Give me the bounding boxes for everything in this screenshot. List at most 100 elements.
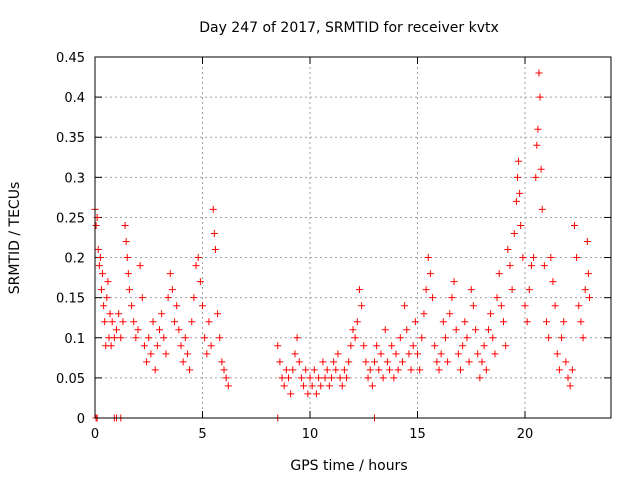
- data-point: [149, 318, 157, 326]
- data-point: [153, 342, 161, 350]
- data-point: [173, 302, 181, 310]
- data-point: [457, 366, 464, 374]
- chart-title: Day 247 of 2017, SRMTID for receiver kvt…: [199, 20, 499, 36]
- data-point: [179, 358, 187, 366]
- data-point: [480, 342, 488, 350]
- data-point: [201, 334, 209, 342]
- data-point: [94, 246, 102, 254]
- data-point: [171, 318, 179, 326]
- data-point: [332, 366, 340, 374]
- data-point: [345, 358, 353, 366]
- data-point: [113, 326, 120, 334]
- data-point: [527, 262, 535, 270]
- data-point: [274, 342, 282, 350]
- data-point: [493, 294, 501, 302]
- data-point: [536, 93, 544, 101]
- data-point: [545, 334, 553, 342]
- data-point: [100, 302, 108, 310]
- data-point: [218, 358, 226, 366]
- data-point: [168, 286, 176, 294]
- y-tick-label: 0.35: [56, 131, 85, 146]
- data-point: [394, 366, 402, 374]
- data-point: [441, 334, 449, 342]
- data-point: [175, 326, 183, 334]
- data-point: [360, 342, 368, 350]
- data-point: [317, 382, 325, 390]
- data-point: [323, 366, 331, 374]
- data-point: [407, 366, 415, 374]
- data-point: [465, 358, 473, 366]
- data-point: [194, 254, 202, 262]
- data-point: [418, 334, 426, 342]
- data-point: [282, 366, 290, 374]
- data-point: [386, 366, 394, 374]
- data-point: [547, 254, 555, 262]
- data-point: [532, 173, 540, 181]
- data-point: [452, 326, 460, 334]
- data-point: [325, 382, 333, 390]
- data-point: [302, 366, 310, 374]
- data-point: [513, 173, 521, 181]
- x-tick-label: 20: [517, 427, 534, 442]
- data-point: [107, 342, 115, 350]
- data-point: [500, 318, 507, 326]
- data-point: [575, 302, 583, 310]
- data-point: [140, 342, 148, 350]
- data-point: [321, 374, 329, 382]
- data-point: [467, 286, 475, 294]
- data-point: [108, 318, 116, 326]
- data-point: [553, 350, 561, 358]
- data-point: [216, 334, 224, 342]
- data-point: [512, 197, 520, 205]
- data-point: [558, 334, 566, 342]
- data-point: [353, 318, 361, 326]
- data-point: [115, 310, 123, 318]
- data-point: [210, 229, 218, 237]
- data-point: [310, 366, 318, 374]
- data-point: [132, 334, 140, 342]
- data-point: [95, 262, 103, 270]
- data-point: [222, 374, 230, 382]
- data-point: [461, 318, 469, 326]
- data-point: [97, 286, 105, 294]
- data-point: [506, 262, 514, 270]
- data-point: [517, 221, 525, 229]
- data-point: [484, 326, 492, 334]
- data-point: [158, 310, 166, 318]
- data-point: [177, 342, 185, 350]
- data-point: [515, 157, 523, 165]
- data-point: [583, 238, 591, 246]
- y-tick-label: 0.45: [56, 51, 85, 66]
- data-point: [540, 262, 548, 270]
- data-point: [343, 374, 351, 382]
- data-point: [472, 326, 480, 334]
- data-point: [328, 374, 335, 382]
- data-point: [106, 310, 114, 318]
- data-point: [122, 238, 130, 246]
- data-point: [519, 254, 527, 262]
- data-point: [220, 366, 228, 374]
- data-point: [151, 366, 159, 374]
- data-point: [156, 326, 163, 334]
- x-tick-label: 5: [198, 427, 206, 442]
- data-point: [319, 358, 327, 366]
- data-point: [205, 318, 213, 326]
- data-point: [497, 302, 505, 310]
- data-point: [377, 350, 385, 358]
- y-tick-label: 0.05: [56, 372, 85, 387]
- data-point: [304, 390, 312, 398]
- data-point: [188, 318, 196, 326]
- data-point: [224, 382, 232, 390]
- data-point: [214, 310, 222, 318]
- data-point: [312, 390, 320, 398]
- data-point: [538, 205, 546, 213]
- data-point: [454, 350, 462, 358]
- x-tick-label: 0: [91, 427, 99, 442]
- data-point: [96, 254, 104, 262]
- data-point: [429, 294, 437, 302]
- data-point: [564, 374, 572, 382]
- data-point: [433, 358, 441, 366]
- data-point: [136, 262, 144, 270]
- data-point: [134, 326, 142, 334]
- data-point: [203, 350, 211, 358]
